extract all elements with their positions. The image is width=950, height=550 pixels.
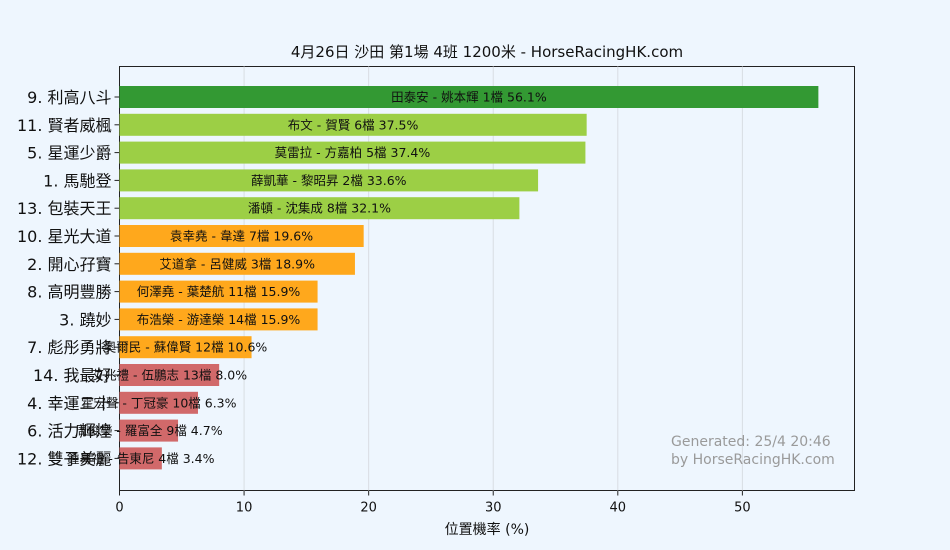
bar-label: 袁幸堯 - 韋達 7檔 19.6%	[170, 229, 313, 244]
y-tick-label: 11. 賢者威楓	[17, 116, 112, 135]
bar	[119, 364, 220, 386]
bar-label: 莫雷拉 - 方嘉柏 5檔 37.4%	[275, 145, 431, 160]
x-tick-label: 30	[485, 501, 502, 516]
bar	[119, 169, 539, 192]
y-tick-label: 2. 開心孖寶	[27, 255, 111, 274]
bar-label: 周俊樂 - 羅富全 9檔 4.7%	[75, 423, 223, 438]
bar-label: 潘頓 - 沈集成 8檔 32.1%	[248, 201, 391, 216]
y-tick-label: 13. 包裝天王	[17, 199, 112, 218]
bar-label: 何澤堯 - 葉楚航 11檔 15.9%	[137, 284, 301, 299]
bar-label: 艾道拿 - 呂健威 3檔 18.9%	[159, 256, 315, 271]
x-ticks: 0 10 20 30 40 50	[115, 490, 751, 516]
x-tick-label: 50	[734, 501, 751, 516]
bar-label: 艾兆禮 - 伍鵬志 13檔 8.0%	[92, 368, 248, 383]
y-tick-label: 14. 我最好	[33, 366, 112, 385]
y-tick-label: 8. 高明豐勝	[27, 283, 111, 302]
watermark-site: by HorseRacingHK.com	[671, 452, 835, 468]
bar	[119, 225, 364, 247]
bar-label: 奧爾民 - 蘇偉賢 12檔 10.6%	[104, 340, 268, 355]
bar	[119, 447, 162, 470]
bar	[119, 113, 587, 136]
bar	[119, 391, 198, 414]
watermark-generated: Generated: 25/4 20:46	[671, 434, 831, 450]
bar-label: 布浩榮 - 游達榮 14檔 15.9%	[137, 312, 301, 327]
chart-title: 4月26日 沙田 第1場 4班 1200米 - HorseRacingHK.co…	[291, 43, 683, 61]
bar-label: 田泰安 - 姚本輝 1檔 56.1%	[391, 90, 547, 105]
x-tick-label: 20	[360, 501, 377, 516]
bar-label: 薛凱華 - 黎昭昇 2檔 33.6%	[251, 173, 407, 188]
x-axis-label: 位置機率 (%)	[445, 521, 530, 538]
y-tick-label: 5. 星運少爵	[27, 144, 111, 163]
bars: 田泰安 - 姚本輝 1檔 56.1% 布文 - 賀賢 6檔 37.5% 莫雷拉 - …	[67, 86, 819, 470]
x-tick-label: 10	[236, 501, 253, 516]
bar	[119, 308, 318, 331]
y-tick-label: 9. 利高八斗	[27, 88, 111, 107]
bar	[119, 141, 586, 164]
y-tick-label: 6. 活力輝煌	[27, 422, 111, 441]
bar	[119, 336, 252, 359]
x-tick-label: 0	[115, 501, 123, 516]
bar	[119, 86, 819, 108]
y-tick-label: 12. 雙子美麗	[17, 449, 112, 468]
y-tick-label: 1. 馬馳登	[43, 171, 111, 190]
y-tick-label: 10. 星光大道	[17, 227, 112, 246]
bar	[119, 197, 520, 220]
bar-label: 霍宏聲 - 丁冠豪 10檔 6.3%	[81, 395, 237, 410]
gridlines	[243, 66, 743, 491]
bar	[119, 252, 355, 275]
bar-label: 布文 - 賀賢 6檔 37.5%	[288, 117, 419, 132]
x-tick-label: 40	[610, 501, 627, 516]
y-tick-label: 4. 幸運二十	[27, 394, 111, 413]
bar	[119, 419, 179, 442]
y-tick-labels: 9. 利高八斗 11. 賢者威楓 5. 星運少爵 1. 馬馳登 13. 包裝天王 10. …	[17, 88, 120, 468]
bar-label: 鍾易禮 - 告東尼 4檔 3.4%	[67, 451, 215, 466]
y-tick-label: 3. 蹺妙	[59, 310, 111, 329]
y-tick-label: 7. 彪彤勇將	[27, 338, 111, 357]
plot-area	[119, 66, 855, 491]
bar	[119, 280, 318, 303]
